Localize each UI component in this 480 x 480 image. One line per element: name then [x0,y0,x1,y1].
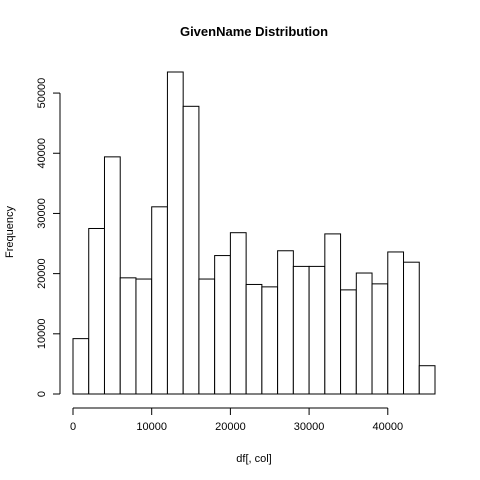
histogram-bar-9 [214,255,231,395]
histogram-bar-1 [88,227,105,395]
x-tick-label-2: 20000 [215,421,246,433]
y-tick-label-5: 50000 [36,78,48,109]
histogram-bar-11 [245,283,263,395]
histogram-bar-14 [292,265,310,395]
y-tick-label-2: 20000 [36,258,48,289]
y-axis: 0 10000 20000 30000 40000 50000 [36,78,61,397]
histogram-bar-10 [229,232,247,395]
x-tick-label-4: 40000 [372,421,403,433]
y-axis-label: Frequency [4,206,16,258]
histogram-bar-0 [72,338,90,395]
histogram-bar-4 [135,278,153,395]
histogram-bar-22 [418,365,436,395]
histogram-bar-13 [277,250,294,395]
y-tick-label-3: 30000 [36,198,48,229]
histogram-bar-3 [119,277,137,395]
histogram-bar-7 [182,105,200,395]
x-tick-label-0: 0 [70,421,76,433]
histogram-bar-8 [198,278,216,395]
histogram-bar-19 [371,283,389,395]
x-axis-label: df[, col] [236,453,271,465]
y-tick-label-4: 40000 [36,138,48,169]
histogram-bar-5 [151,206,168,395]
histogram-bar-18 [355,272,373,395]
y-tick-label-1: 10000 [36,319,48,350]
histogram-bar-21 [403,261,420,395]
histogram-bar-20 [387,251,405,395]
x-tick-label-1: 10000 [136,421,167,433]
histogram-bar-12 [261,286,279,395]
histogram-bar-2 [103,156,121,395]
histogram-bar-17 [340,289,357,395]
x-tick-label-3: 30000 [294,421,325,433]
y-tick-label-0: 0 [36,391,48,397]
histogram-bar-16 [324,233,342,395]
histogram-bar-15 [308,265,326,395]
chart-title: GivenName Distribution [180,24,328,39]
histogram-bar-6 [166,71,184,395]
bars-group [72,71,436,395]
x-axis: 0 10000 20000 30000 40000 [70,407,403,433]
